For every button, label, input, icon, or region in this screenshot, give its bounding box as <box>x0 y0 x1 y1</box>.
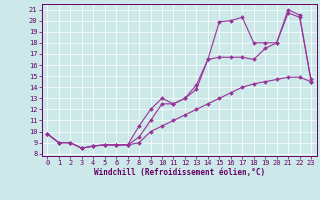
X-axis label: Windchill (Refroidissement éolien,°C): Windchill (Refroidissement éolien,°C) <box>94 168 265 177</box>
